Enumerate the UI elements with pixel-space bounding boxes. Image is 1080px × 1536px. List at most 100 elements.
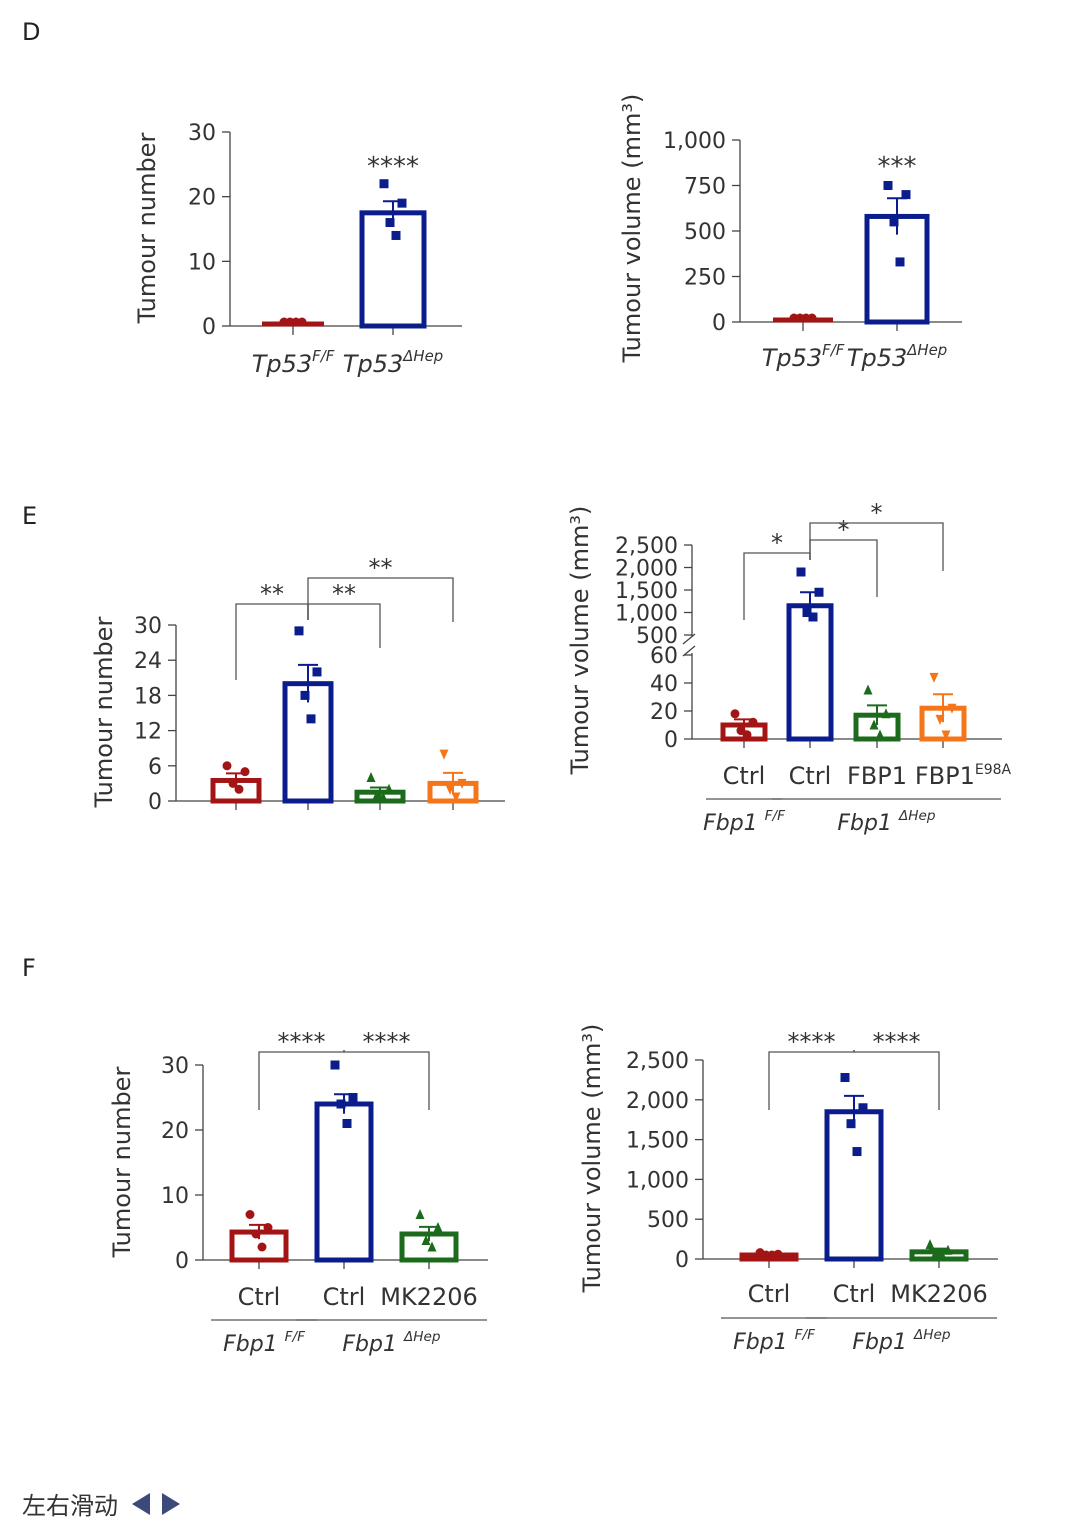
F2-x-tick-label: MK2206 (890, 1280, 988, 1308)
F1-data-point (257, 1242, 267, 1252)
E2-data-point (929, 672, 939, 683)
F2-y-axis-label: Tumour volume (mm³) (578, 1024, 606, 1294)
F2-y-tick-label: 1,000 (626, 1168, 689, 1193)
E2-data-point (863, 684, 873, 695)
F1-sig-label: **** (363, 1028, 411, 1056)
E1-y-axis-label: Tumour number (90, 617, 118, 809)
F1-data-point (336, 1099, 346, 1109)
F2-y-tick-label: 1,500 (626, 1129, 689, 1154)
E1-data-point (300, 690, 310, 700)
D1-y-tick-label: 10 (188, 250, 216, 275)
F2-data-point (767, 1250, 777, 1260)
D2-y-axis-label: Tumour volume (mm³) (618, 94, 646, 364)
E1-y-tick-label: 6 (148, 755, 162, 780)
F1-data-point (421, 1235, 431, 1245)
E1-y-tick-label: 12 (134, 720, 162, 745)
E2-data-point (730, 709, 740, 719)
E1-data-point (366, 772, 376, 783)
E1-sig-label: ** (260, 580, 284, 608)
E1-data-point (445, 784, 455, 795)
D2-y-tick-label: 0 (712, 311, 726, 336)
arrow-right-icon[interactable] (162, 1492, 180, 1515)
D1-y-tick-label: 30 (188, 121, 216, 146)
E2-x-tick-label: Ctrl (789, 762, 832, 790)
F1-group-label: Fbp1 F/F (223, 1329, 305, 1357)
D2-y-tick-label: 750 (684, 175, 726, 200)
D1-sig-label: **** (367, 152, 419, 182)
E2-y-tick-label: 1,000 (615, 602, 678, 627)
F2-group-label: Fbp1 ΔHep (852, 1327, 951, 1355)
E1-data-point (306, 714, 316, 724)
E2-data-point (881, 708, 891, 719)
E1-y-tick-label: 18 (134, 684, 162, 709)
D1-bar (359, 210, 427, 329)
E2-axis-break (682, 645, 696, 657)
D2-data-point (883, 181, 893, 190)
F2-x-tick-label: Ctrl (748, 1280, 791, 1308)
E2-data-point (941, 730, 951, 741)
E1-data-point (384, 783, 394, 794)
swipe-hint[interactable]: 左右滑动 (22, 1486, 180, 1521)
D2-x-tick-label: Tp53ΔHep (847, 341, 947, 372)
F1-data-point (245, 1210, 255, 1219)
F2-group-label: Fbp1 F/F (733, 1327, 815, 1355)
E1-y-tick-label: 0 (148, 790, 162, 815)
E2-y-tick-label: 2,000 (615, 557, 678, 582)
D1-data-point (397, 198, 407, 208)
E2-y-tick-label: 20 (650, 700, 678, 725)
E1-data-point (294, 626, 304, 636)
F1-sig-label: **** (278, 1028, 326, 1056)
E2-data-point (875, 729, 885, 740)
F1-data-point (433, 1222, 443, 1232)
D2-y-tick-label: 500 (684, 220, 726, 245)
E2-data-point (796, 567, 806, 577)
F1-data-point (263, 1223, 273, 1232)
D2-y-tick-label: 250 (684, 266, 726, 291)
F2-data-point (852, 1147, 862, 1157)
E2-data-point (935, 714, 945, 725)
E2-sig-bracket (743, 552, 811, 620)
F2-data-point (925, 1239, 935, 1250)
F2-sig-label: **** (788, 1028, 836, 1056)
F1-sig-bracket (258, 1050, 345, 1110)
F1-y-tick-label: 30 (161, 1054, 189, 1079)
D1-data-point (385, 218, 395, 228)
E1-data-point (378, 791, 388, 802)
F2-sig-label: **** (873, 1028, 921, 1056)
F2-bar (824, 1109, 884, 1262)
E1-y-tick-label: 24 (134, 649, 162, 674)
E1-data-point (234, 784, 244, 794)
D2-data-point (895, 257, 905, 267)
E2-y-tick-label: 2,500 (615, 534, 678, 559)
E2-axis-break (682, 633, 696, 645)
E2-y-tick-label: 1,500 (615, 579, 678, 604)
D1-y-tick-label: 20 (188, 186, 216, 211)
swipe-hint-text: 左右滑动 (22, 1492, 118, 1520)
E2-sig-label: * (838, 516, 850, 544)
F1-y-tick-label: 20 (161, 1119, 189, 1144)
F1-data-point (415, 1209, 425, 1219)
D1-data-point (379, 179, 389, 189)
E2-data-point (808, 612, 818, 622)
D2-sig-label: *** (878, 152, 917, 182)
panel-label-e: E (22, 502, 38, 530)
E1-data-point (457, 778, 467, 789)
F1-x-tick-label: Ctrl (323, 1283, 366, 1311)
F2-y-tick-label: 0 (675, 1248, 689, 1273)
E2-y-tick-label: 60 (650, 644, 678, 669)
F1-group-label: Fbp1 ΔHep (342, 1329, 441, 1357)
arrow-left-icon[interactable] (132, 1492, 150, 1515)
D2-data-point (801, 313, 811, 323)
F1-y-tick-label: 10 (161, 1184, 189, 1209)
E1-data-point (372, 789, 382, 800)
D1-x-tick-label: Tp53ΔHep (343, 347, 443, 378)
E1-data-point (451, 792, 461, 803)
E1-data-point (240, 767, 250, 777)
E2-sig-bracket (809, 522, 944, 571)
F2-data-point (943, 1244, 953, 1255)
E1-data-point (228, 778, 238, 788)
D1-y-tick-label: 0 (202, 315, 216, 340)
E2-data-point (869, 719, 879, 730)
E1-data-point (312, 667, 322, 677)
E2-y-axis-label: Tumour volume (mm³) (566, 506, 594, 776)
